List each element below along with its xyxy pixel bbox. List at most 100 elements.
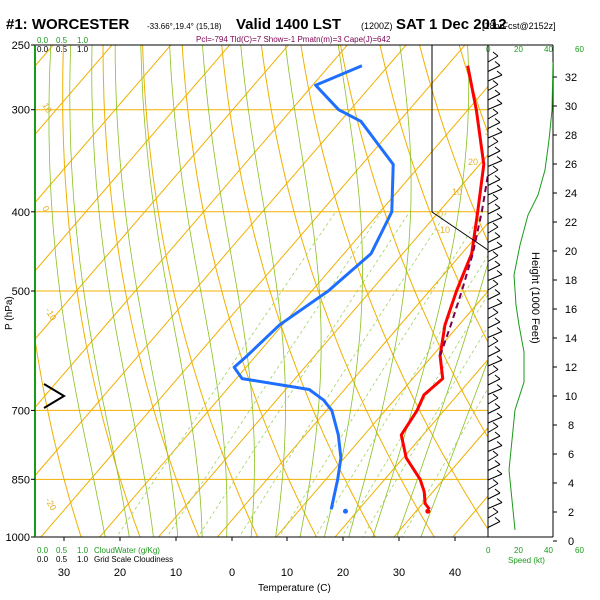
wind-barb	[487, 188, 503, 196]
wind-barb	[487, 445, 503, 452]
wind-barb	[487, 388, 503, 395]
height-label-32: 32	[565, 72, 577, 84]
pressure-label-500: 500	[12, 286, 30, 298]
bottom-speed-tick-2: 40	[544, 546, 553, 555]
moist-adiabat	[396, 261, 488, 537]
wind-barb	[487, 293, 501, 300]
isotherm--100	[35, 45, 54, 67]
wind-barb	[487, 236, 501, 243]
utc-time: (1200Z)	[361, 21, 393, 31]
height-label-22: 22	[565, 217, 577, 229]
wind-barb	[487, 312, 499, 319]
wind-barb	[487, 283, 499, 291]
bottom-speed-tick-0: 0	[486, 546, 491, 555]
wind-barb-flag	[492, 137, 499, 142]
wind-barb	[487, 426, 499, 433]
wind-barb	[487, 464, 501, 471]
temperature-label: 10	[170, 567, 182, 579]
isotherm--110	[0, 0, 63, 554]
wind-speed-line	[508, 61, 553, 531]
dry-adiabat	[221, 45, 376, 537]
moist-adiabat	[169, 45, 228, 537]
pressure-label-300: 300	[12, 105, 30, 117]
moist-adiabat	[140, 45, 203, 537]
dry-adiabat	[339, 45, 488, 439]
wind-barb	[487, 179, 501, 186]
isotherm-label: 0	[438, 209, 443, 219]
bottom-gs-tick-1: 0.5	[56, 555, 68, 564]
wind-barb-flag	[492, 507, 499, 513]
wind-barb-flag	[492, 450, 499, 456]
wind-barb	[487, 359, 503, 367]
wind-barb-flag	[496, 327, 503, 332]
wind-barb	[487, 103, 503, 110]
wind-barb	[487, 473, 503, 481]
isotherm-label: 10	[452, 187, 462, 197]
forecast-info: [18hrFcst@2152z]	[482, 21, 556, 31]
height-label-6: 6	[568, 449, 574, 461]
dry-adiabat	[35, 336, 82, 537]
sounding-profiles	[232, 64, 488, 514]
wind-barb-flag	[492, 336, 499, 342]
wind-barb-flag	[494, 260, 501, 266]
wind-barb-flag	[492, 165, 499, 171]
wind-barb	[487, 416, 503, 424]
wind-barb-flag	[492, 308, 499, 313]
wind-barb	[487, 264, 501, 272]
temperature-line	[399, 65, 486, 511]
temperature-label: 30	[393, 567, 405, 579]
wind-barb-flag	[494, 346, 501, 351]
bottom-cw-tick-2: 1.0	[77, 546, 89, 555]
wind-barb	[487, 492, 501, 500]
temperature-label: 20	[114, 567, 126, 579]
wind-barb-flag	[494, 317, 501, 323]
wind-barb-flag	[494, 374, 501, 380]
wind-barb-flag	[492, 365, 499, 370]
temperature-label: 0	[229, 567, 235, 579]
isotherm-10	[275, 290, 488, 537]
height-label-12: 12	[565, 362, 577, 374]
moist-adiabat	[202, 45, 255, 537]
moist-adiabat	[348, 45, 412, 537]
bottom-gs-tick-0: 0.0	[37, 555, 49, 564]
height-label-4: 4	[568, 478, 574, 490]
height-label-24: 24	[565, 188, 577, 200]
wind-barb	[487, 255, 499, 262]
temperature-label: 30	[58, 567, 70, 579]
height-label-18: 18	[565, 275, 577, 287]
dry-adiabat-label: 10	[40, 101, 54, 115]
height-label-30: 30	[565, 101, 577, 113]
moist-adiabat	[284, 45, 322, 537]
top-speed-tick-3: 60	[575, 45, 584, 54]
isotherm-label: 20	[468, 157, 478, 167]
height-label-8: 8	[568, 420, 574, 432]
wind-barb-flag	[492, 479, 499, 484]
top-cw-tick-2: 1.0	[77, 36, 89, 45]
isotherm-label: -10	[437, 225, 450, 235]
mixing-ratio-label: 20	[376, 539, 385, 548]
wind-barb-flag	[496, 298, 503, 304]
isotherm--40	[35, 45, 407, 477]
height-label-20: 20	[565, 246, 577, 258]
wind-panel	[431, 44, 554, 538]
wind-barb-flag	[496, 355, 503, 361]
top-cloudiness-scale: 0.0 0.5 1.0	[37, 45, 89, 54]
isotherm--70	[35, 45, 231, 272]
moist-adiabat	[420, 359, 488, 537]
mixing-ratio-label: 10	[295, 539, 304, 548]
wind-barb-flag	[494, 203, 501, 209]
wind-barb	[487, 207, 501, 215]
top-speed-tick-2: 40	[544, 45, 553, 54]
mixing-ratio-line	[166, 211, 382, 537]
moist-adiabat	[114, 45, 179, 537]
mixing-ratio-label: 5	[255, 539, 260, 548]
moist-adiabat	[69, 45, 130, 537]
wind-barb-flag	[496, 213, 503, 218]
wind-barb	[487, 435, 501, 443]
wind-barb-flag	[494, 118, 501, 123]
temperature-label: 20	[337, 567, 349, 579]
cloud-water-label: CloudWater (g/Kg)	[94, 546, 160, 555]
pressure-label-1000: 1000	[6, 532, 30, 544]
dry-adiabat-label: -20	[43, 496, 58, 512]
